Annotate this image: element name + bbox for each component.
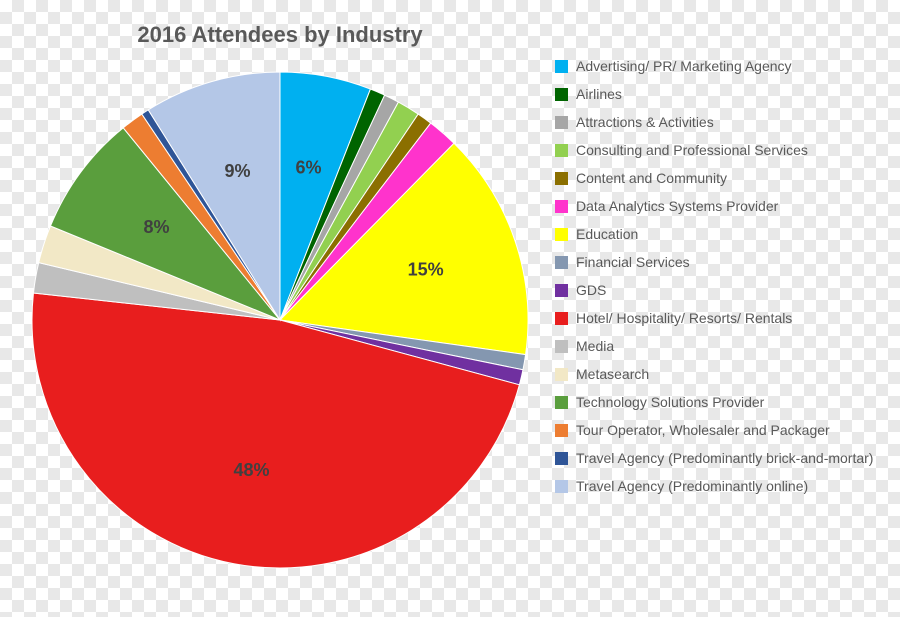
legend-label: Tour Operator, Wholesaler and Packager bbox=[576, 422, 830, 438]
pie-slice-pct-label: 48% bbox=[233, 460, 269, 480]
legend-item: Financial Services bbox=[555, 254, 895, 270]
legend-label: Hotel/ Hospitality/ Resorts/ Rentals bbox=[576, 310, 792, 326]
legend-swatch bbox=[555, 340, 568, 353]
legend-item: Data Analytics Systems Provider bbox=[555, 198, 895, 214]
legend-swatch bbox=[555, 60, 568, 73]
legend-item: Airlines bbox=[555, 86, 895, 102]
legend-item: Content and Community bbox=[555, 170, 895, 186]
pie-slice-pct-label: 9% bbox=[225, 161, 251, 181]
legend-label: Financial Services bbox=[576, 254, 690, 270]
legend-label: GDS bbox=[576, 282, 606, 298]
pie-slice-pct-label: 6% bbox=[296, 158, 322, 178]
legend-swatch bbox=[555, 480, 568, 493]
pie-slice-pct-label: 15% bbox=[408, 259, 444, 279]
legend-item: Media bbox=[555, 338, 895, 354]
pie-svg: 6% 15% 48% 8% 9% bbox=[20, 60, 540, 580]
legend-swatch bbox=[555, 144, 568, 157]
legend-swatch bbox=[555, 200, 568, 213]
legend-swatch bbox=[555, 88, 568, 101]
legend-label: Travel Agency (Predominantly brick-and-m… bbox=[576, 450, 873, 466]
legend-item: Hotel/ Hospitality/ Resorts/ Rentals bbox=[555, 310, 895, 326]
legend-swatch bbox=[555, 452, 568, 465]
legend-label: Content and Community bbox=[576, 170, 727, 186]
legend-swatch bbox=[555, 256, 568, 269]
legend-swatch bbox=[555, 284, 568, 297]
legend-label: Metasearch bbox=[576, 366, 649, 382]
chart-title: 2016 Attendees by Industry bbox=[0, 22, 560, 48]
legend-label: Technology Solutions Provider bbox=[576, 394, 764, 410]
legend-label: Education bbox=[576, 226, 638, 242]
legend-item: Attractions & Activities bbox=[555, 114, 895, 130]
legend-item: Advertising/ PR/ Marketing Agency bbox=[555, 58, 895, 74]
chart-legend: Advertising/ PR/ Marketing Agency Airline… bbox=[555, 58, 895, 506]
legend-swatch bbox=[555, 424, 568, 437]
legend-label: Airlines bbox=[576, 86, 622, 102]
legend-label: Data Analytics Systems Provider bbox=[576, 198, 778, 214]
pie-chart: 6% 15% 48% 8% 9% bbox=[20, 60, 540, 580]
legend-label: Attractions & Activities bbox=[576, 114, 714, 130]
legend-label: Advertising/ PR/ Marketing Agency bbox=[576, 58, 792, 74]
legend-item: GDS bbox=[555, 282, 895, 298]
legend-label: Media bbox=[576, 338, 614, 354]
legend-item: Technology Solutions Provider bbox=[555, 394, 895, 410]
legend-label: Travel Agency (Predominantly online) bbox=[576, 478, 808, 494]
legend-item: Consulting and Professional Services bbox=[555, 142, 895, 158]
legend-swatch bbox=[555, 368, 568, 381]
legend-item: Travel Agency (Predominantly online) bbox=[555, 478, 895, 494]
legend-swatch bbox=[555, 228, 568, 241]
legend-item: Metasearch bbox=[555, 366, 895, 382]
legend-item: Tour Operator, Wholesaler and Packager bbox=[555, 422, 895, 438]
legend-label: Consulting and Professional Services bbox=[576, 142, 808, 158]
legend-item: Education bbox=[555, 226, 895, 242]
legend-swatch bbox=[555, 396, 568, 409]
legend-swatch bbox=[555, 312, 568, 325]
pie-slice-pct-label: 8% bbox=[143, 217, 169, 237]
legend-swatch bbox=[555, 172, 568, 185]
legend-swatch bbox=[555, 116, 568, 129]
legend-item: Travel Agency (Predominantly brick-and-m… bbox=[555, 450, 895, 466]
